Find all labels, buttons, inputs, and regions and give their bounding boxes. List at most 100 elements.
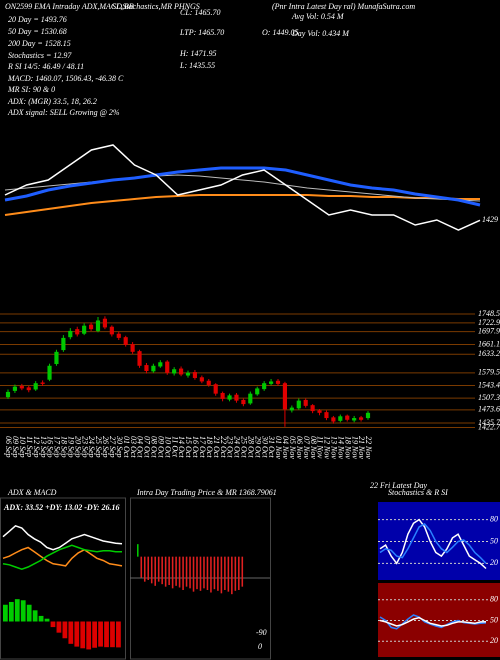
candle-body <box>220 392 225 399</box>
y-tick-label: 50 <box>490 536 498 545</box>
candle-body <box>158 362 163 367</box>
bar <box>164 556 167 587</box>
candle-body <box>282 383 287 410</box>
x-tick-label: 11 Sep <box>25 436 34 457</box>
bar <box>210 556 212 593</box>
bar <box>8 601 14 622</box>
bar <box>227 556 230 592</box>
panel-subtitle: ADX: 33.52 +DY: 13.02 -DY: 26.16 <box>3 503 120 512</box>
candle-body <box>151 365 156 372</box>
bar <box>154 556 156 586</box>
x-tick-label: 30 Sep <box>115 435 124 458</box>
candle-body <box>289 407 294 411</box>
bar <box>189 556 191 589</box>
annotation: ON2599 EMA Intraday ADX,MACD,BB <box>5 2 134 11</box>
x-tick-label: 21 Nov <box>357 436 366 459</box>
x-tick-label: 22 Oct <box>219 436 228 458</box>
x-tick-label: 25 Oct <box>240 436 249 458</box>
candle-body <box>365 412 371 419</box>
series-line <box>379 616 487 627</box>
x-tick-label: 17 Sep <box>53 436 62 458</box>
bar <box>62 621 68 639</box>
x-tick-label: 16 Oct <box>191 436 200 458</box>
candle-body <box>130 344 135 352</box>
x-tick-label: 14 Nov <box>336 436 345 459</box>
annotation: 50 Day = 1530.68 <box>8 27 67 36</box>
x-tick-label: 24 Sep <box>87 436 96 458</box>
series-line <box>4 166 481 207</box>
x-tick-label: 26 Sep <box>101 436 110 458</box>
y-tick-label: 80 <box>490 514 498 523</box>
annotation: MACD: 1460.07, 1506.43, -46.38 C <box>7 74 124 83</box>
x-tick-label: 03 Oct <box>129 436 138 458</box>
annotation: Day Vol: 0.434 M <box>291 29 350 38</box>
candle-body <box>345 415 350 420</box>
y-tick-label: 1507.34 <box>478 393 500 402</box>
x-tick-label: 29 Oct <box>253 436 262 458</box>
x-tick-label: 20 Sep <box>73 436 82 458</box>
x-tick-label: 04 Oct <box>136 436 145 458</box>
y-tick-label: 20 <box>490 558 498 567</box>
panel-title: Intra Day Trading Price & MR 1368.79061 <box>136 488 277 497</box>
x-tick-label: 17 Oct <box>198 436 207 458</box>
bar <box>50 621 56 628</box>
x-tick-label: 21 Oct <box>212 436 221 458</box>
bar <box>44 618 50 622</box>
annotation: 200 Day = 1528.15 <box>8 39 71 48</box>
bar <box>14 599 20 622</box>
annotation: R SI 14/5: 46.49 / 48.11 <box>7 62 84 71</box>
x-tick-label: 08 Nov <box>309 436 318 459</box>
annotation: Avg Vol: 0.54 M <box>291 12 345 21</box>
annotation: L: 1435.55 <box>179 61 215 70</box>
candle-body <box>296 400 301 409</box>
x-tick-label: 18 Sep <box>60 436 69 458</box>
candle-body <box>19 385 24 389</box>
bar <box>140 556 143 578</box>
candle-body <box>33 383 38 390</box>
annotation: 22 Fri Latest Day <box>370 481 428 490</box>
y-tick-label: 80 <box>490 595 498 604</box>
annotation: CL: 1465.70 <box>180 8 220 17</box>
candle-body <box>89 324 94 330</box>
x-tick-label: 10 Oct <box>163 436 172 458</box>
x-tick-label: 09 Oct <box>156 436 165 458</box>
y-tick-label: 1422.75 <box>478 422 500 431</box>
series-line <box>4 194 480 216</box>
bar <box>38 615 44 622</box>
series-line <box>2 544 123 570</box>
candle-body <box>54 351 59 365</box>
annotation: H: 1471.95 <box>179 49 216 58</box>
x-tick-label: 18 Nov <box>343 436 352 459</box>
annotation: Stochastics = 12.97 <box>8 51 72 60</box>
candle-body <box>116 333 121 338</box>
candle-body <box>26 387 31 391</box>
bar <box>68 621 74 644</box>
y-tick-label: 1543.43 <box>478 380 500 389</box>
y-tick-label: 1579.53 <box>478 368 500 377</box>
candle-body <box>95 320 101 331</box>
candle-body <box>317 410 322 413</box>
x-tick-label: 06 Nov <box>295 436 304 459</box>
bar <box>217 556 219 591</box>
candle-body <box>82 325 87 334</box>
annotation: 20 Day = 1493.76 <box>8 15 67 24</box>
x-tick-label: 07 Nov <box>302 436 311 459</box>
candle-body <box>123 337 128 345</box>
x-tick-label: 11 Nov <box>316 436 325 459</box>
y-tick-label: 1435.75 <box>478 418 500 427</box>
x-tick-label: 06 Sep <box>4 436 13 458</box>
candle-body <box>255 388 260 395</box>
annotation: 0 <box>258 642 262 651</box>
x-tick-label: 01 Oct <box>122 436 131 458</box>
annotation: -90 <box>256 628 267 637</box>
bar <box>116 621 121 648</box>
x-tick-label: 19 Nov <box>350 436 359 459</box>
candle-body <box>68 330 73 338</box>
bar <box>203 556 205 589</box>
y-tick-label: 1473.64 <box>478 405 500 414</box>
candle-body <box>185 372 191 376</box>
bar <box>196 556 198 590</box>
bar <box>185 556 188 587</box>
bar <box>98 621 103 647</box>
